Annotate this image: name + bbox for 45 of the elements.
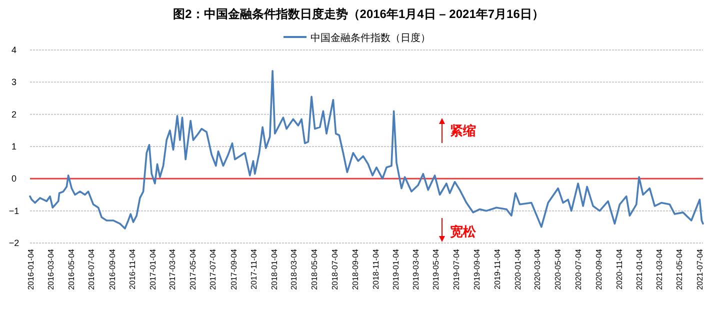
x-tick-label: 2019-07-04 (452, 248, 461, 290)
x-tick-label: 2017-05-04 (188, 248, 198, 290)
x-tick-label: 2019-03-04 (411, 248, 420, 290)
annotation: 紧缩 (450, 123, 476, 138)
x-tick-label: 2020-07-04 (574, 248, 583, 290)
x-tick-label: 2019-09-04 (472, 248, 482, 290)
x-tick-label: 2018-01-04 (270, 248, 280, 290)
y-tick-label: 1 (11, 142, 17, 152)
y-tick-label: −1 (8, 206, 20, 216)
x-tick-label: 2017-07-04 (208, 248, 218, 290)
x-tick-label: 2018-07-04 (330, 248, 340, 290)
x-tick-label: 2021-07-04 (696, 248, 704, 290)
x-tick-label: 2018-11-04 (371, 248, 380, 290)
x-tick-label: 2016-07-04 (87, 248, 96, 290)
y-tick-label: 4 (11, 45, 17, 55)
y-tick-label: 2 (11, 109, 17, 120)
annotation: 宽松 (450, 224, 477, 239)
x-tick-label: 2020-11-04 (614, 248, 624, 290)
x-tick-label: 2017-03-04 (168, 248, 178, 290)
x-tick-label: 2020-03-04 (533, 248, 542, 290)
x-tick-label: 2021-03-04 (654, 248, 664, 290)
x-tick-label: 2016-01-04 (26, 248, 36, 290)
x-tick-label: 2018-03-04 (290, 248, 299, 290)
legend-label: 中国金融条件指数（日度） (310, 32, 430, 44)
x-tick-label: 2021-05-04 (675, 248, 684, 290)
x-tick-label: 2019-01-04 (392, 248, 401, 290)
x-tick-label: 2018-05-04 (310, 248, 320, 290)
x-tick-label: 2019-05-04 (432, 248, 441, 290)
x-tick-label: 2016-05-04 (66, 248, 76, 290)
x-tick-label: 2019-11-04 (492, 248, 502, 290)
x-tick-label: 2021-01-04 (635, 248, 644, 290)
y-tick-label: −2 (8, 238, 20, 248)
y-tick-label: 3 (11, 77, 17, 88)
x-tick-label: 2016-11-04 (128, 248, 138, 290)
x-tick-label: 2020-01-04 (513, 248, 522, 290)
chart-title: 图2：中国金融条件指数日度走势（2016年1月4日 – 2021年7月16日） (173, 7, 544, 21)
x-tick-label: 2017-11-04 (250, 248, 259, 290)
x-tick-label: 2016-09-04 (108, 248, 117, 290)
x-tick-label: 2020-05-04 (554, 248, 563, 290)
x-tick-label: 2017-09-04 (229, 248, 238, 290)
x-tick-label: 2017-01-04 (148, 248, 158, 290)
x-tick-label: 2016-03-04 (46, 248, 56, 290)
x-tick-label: 2020-09-04 (594, 248, 604, 290)
y-tick-label: 0 (11, 174, 17, 184)
x-tick-label: 2018-09-04 (351, 248, 360, 290)
